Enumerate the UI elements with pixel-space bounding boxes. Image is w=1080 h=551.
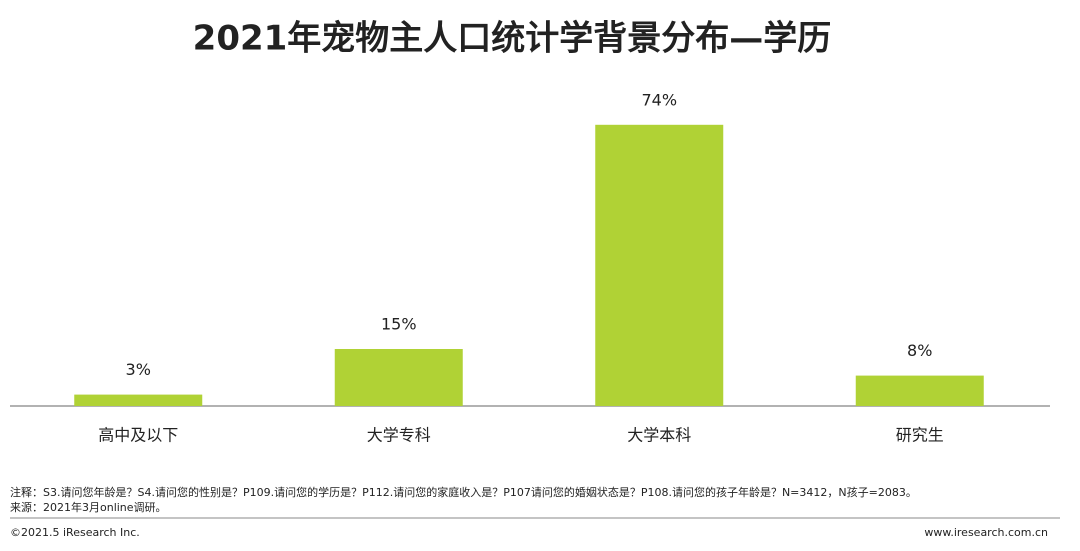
bar: [334, 349, 463, 406]
chart-title: 2021年宠物主人口统计学背景分布—学历: [193, 19, 832, 59]
x-tick-label: 大学专科: [367, 426, 431, 445]
x-tick-label: 大学本科: [627, 426, 691, 445]
website: www.iresearch.com.cn: [924, 526, 1048, 539]
bar: [855, 375, 984, 406]
bar: [595, 124, 724, 407]
bar: [74, 394, 203, 406]
note: 注释：S3.请问您年龄是？S4.请问您的性别是？P109.请问您的学历是？P11…: [10, 485, 917, 499]
source: 来源：2021年3月online调研。: [10, 500, 167, 514]
value-label: 8%: [907, 341, 932, 360]
copyright: ©2021.5 iResearch Inc.: [10, 526, 140, 539]
x-tick-label: 研究生: [896, 426, 944, 445]
value-label: 74%: [641, 90, 677, 109]
x-tick-label: 高中及以下: [98, 426, 178, 445]
value-label: 3%: [126, 360, 151, 379]
value-label: 15%: [381, 315, 417, 334]
